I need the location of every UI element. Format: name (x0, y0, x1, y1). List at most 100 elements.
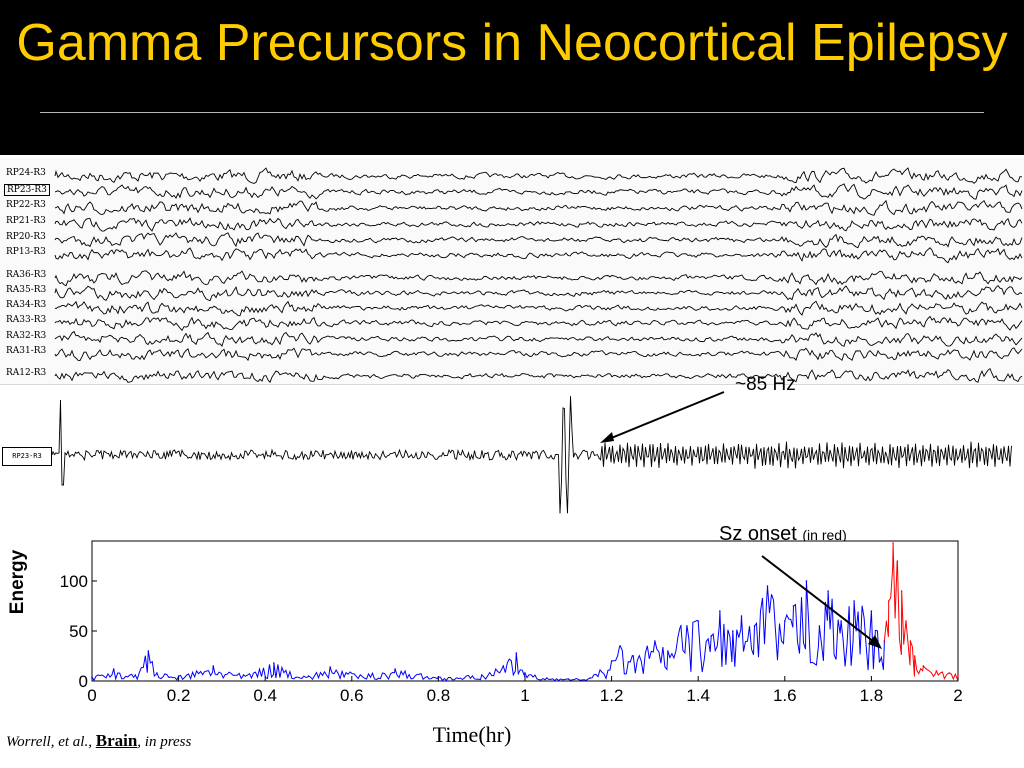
series-point (680, 625, 682, 627)
series-point (91, 676, 93, 678)
seizure-onset-note: (in red) (802, 527, 847, 543)
title-divider (40, 112, 984, 113)
series-point (134, 674, 137, 676)
series-point (818, 625, 821, 627)
series-point (922, 665, 925, 667)
x-axis-label: Time(hr) (433, 722, 512, 747)
series-point (887, 600, 890, 602)
series-point (784, 620, 786, 622)
series-point (359, 674, 362, 676)
x-tick-label: 0.6 (340, 686, 364, 705)
series-point (273, 662, 275, 664)
series-point (394, 668, 396, 670)
eeg-trace (54, 217, 1023, 232)
series-point (740, 615, 743, 617)
series-point (805, 580, 808, 582)
eeg-trace (54, 270, 1023, 287)
eeg-channel-label: RP13-R3 (6, 247, 46, 257)
hfo-arrowhead (600, 432, 614, 443)
eeg-channel-label: RA35-R3 (6, 285, 47, 295)
eeg-trace (54, 367, 1023, 384)
x-tick-label: 0.4 (253, 686, 277, 705)
y-tick-label: 100 (60, 572, 88, 591)
eeg-channel-label: RA34-R3 (6, 300, 47, 310)
series-point (957, 674, 959, 676)
series-point (156, 672, 158, 674)
series-point (515, 652, 518, 654)
eeg-channel-label: RA32-R3 (6, 331, 47, 341)
series-point (827, 590, 829, 592)
x-tick-label: 0.8 (427, 686, 451, 705)
eeg-trace (54, 300, 1023, 317)
series-point (112, 668, 115, 670)
eeg-trace (54, 284, 1023, 302)
citation-authors: Worrell, et al., (6, 734, 96, 750)
eeg-trace (54, 315, 1023, 332)
series-point (545, 677, 548, 679)
eeg-channel-label: RP20-R3 (6, 232, 46, 242)
x-tick-label: 0 (87, 686, 96, 705)
x-tick-label: 1 (520, 686, 529, 705)
series-point (719, 610, 721, 612)
x-tick-label: 1.2 (600, 686, 624, 705)
hfo-arrow (603, 391, 725, 442)
eeg-trace (54, 199, 1023, 216)
y-tick-label: 50 (69, 622, 88, 641)
series-point (697, 620, 699, 622)
series-point (177, 675, 180, 677)
series-point (766, 585, 769, 587)
series-point (589, 677, 591, 679)
series-point (732, 630, 734, 632)
series-point (840, 620, 842, 622)
series-point (905, 620, 907, 622)
x-tick-label: 2 (953, 686, 962, 705)
plot-area (91, 540, 959, 682)
y-axis-label: Energy (7, 549, 28, 614)
series-point (619, 645, 622, 647)
eeg-trace (54, 232, 1023, 249)
citation-journal: Brain (95, 731, 138, 750)
eeg-channel-label: RP21-R3 (6, 216, 46, 226)
multichannel-eeg-panel: RP24-R3 RP23-R3 RP22-R3 RP21-R3 RP20-R3 … (0, 158, 1024, 385)
series-point (870, 610, 873, 612)
series-point (502, 665, 505, 667)
series-point (909, 640, 912, 642)
eeg-channel-label: RA12-R3 (6, 368, 47, 378)
eeg-channel-label: RA36-R3 (6, 270, 47, 280)
series-point (212, 665, 215, 667)
slide-title: Gamma Precursors in Neocortical Epilepsy (16, 14, 1008, 72)
series-point (913, 655, 916, 657)
x-tick-label: 1.8 (860, 686, 884, 705)
eeg-channel-label: RP22-R3 (6, 200, 46, 210)
series-point (883, 640, 886, 642)
x-tick-label: 1.6 (773, 686, 797, 705)
series-point (896, 560, 899, 562)
series-line-0 (91, 580, 885, 682)
series-point (948, 672, 951, 674)
series-point (567, 678, 570, 680)
x-tick-label: 1.4 (686, 686, 710, 705)
eeg-trace (54, 247, 1023, 264)
series-line-1 (883, 542, 959, 681)
eeg-trace (54, 183, 1023, 200)
title-bar: Gamma Precursors in Neocortical Epilepsy (0, 0, 1024, 155)
eeg-channel-label: RA33-R3 (6, 315, 47, 325)
citation: Worrell, et al., Brain, in press (6, 731, 191, 751)
eeg-traces (54, 167, 1023, 384)
eeg-trace (54, 347, 1023, 362)
series-point (853, 600, 855, 602)
x-tick-label: 0.2 (167, 686, 191, 705)
sz-onset-arrow (761, 555, 879, 646)
eeg-channel-label: RA31-R3 (6, 346, 47, 356)
series-point (437, 676, 440, 678)
series-point (935, 670, 938, 672)
eeg-channel-label-selected: RP23-R3 (4, 184, 50, 196)
hfo-annotation: ~85 Hz (735, 374, 796, 395)
series-point (524, 672, 526, 674)
citation-status: , in press (137, 734, 192, 750)
eeg-trace (54, 330, 1023, 348)
series-point (753, 625, 756, 627)
series-point (900, 590, 903, 592)
series-point (892, 542, 894, 544)
seizure-onset-annotation: Sz onset (in red) (719, 523, 847, 546)
